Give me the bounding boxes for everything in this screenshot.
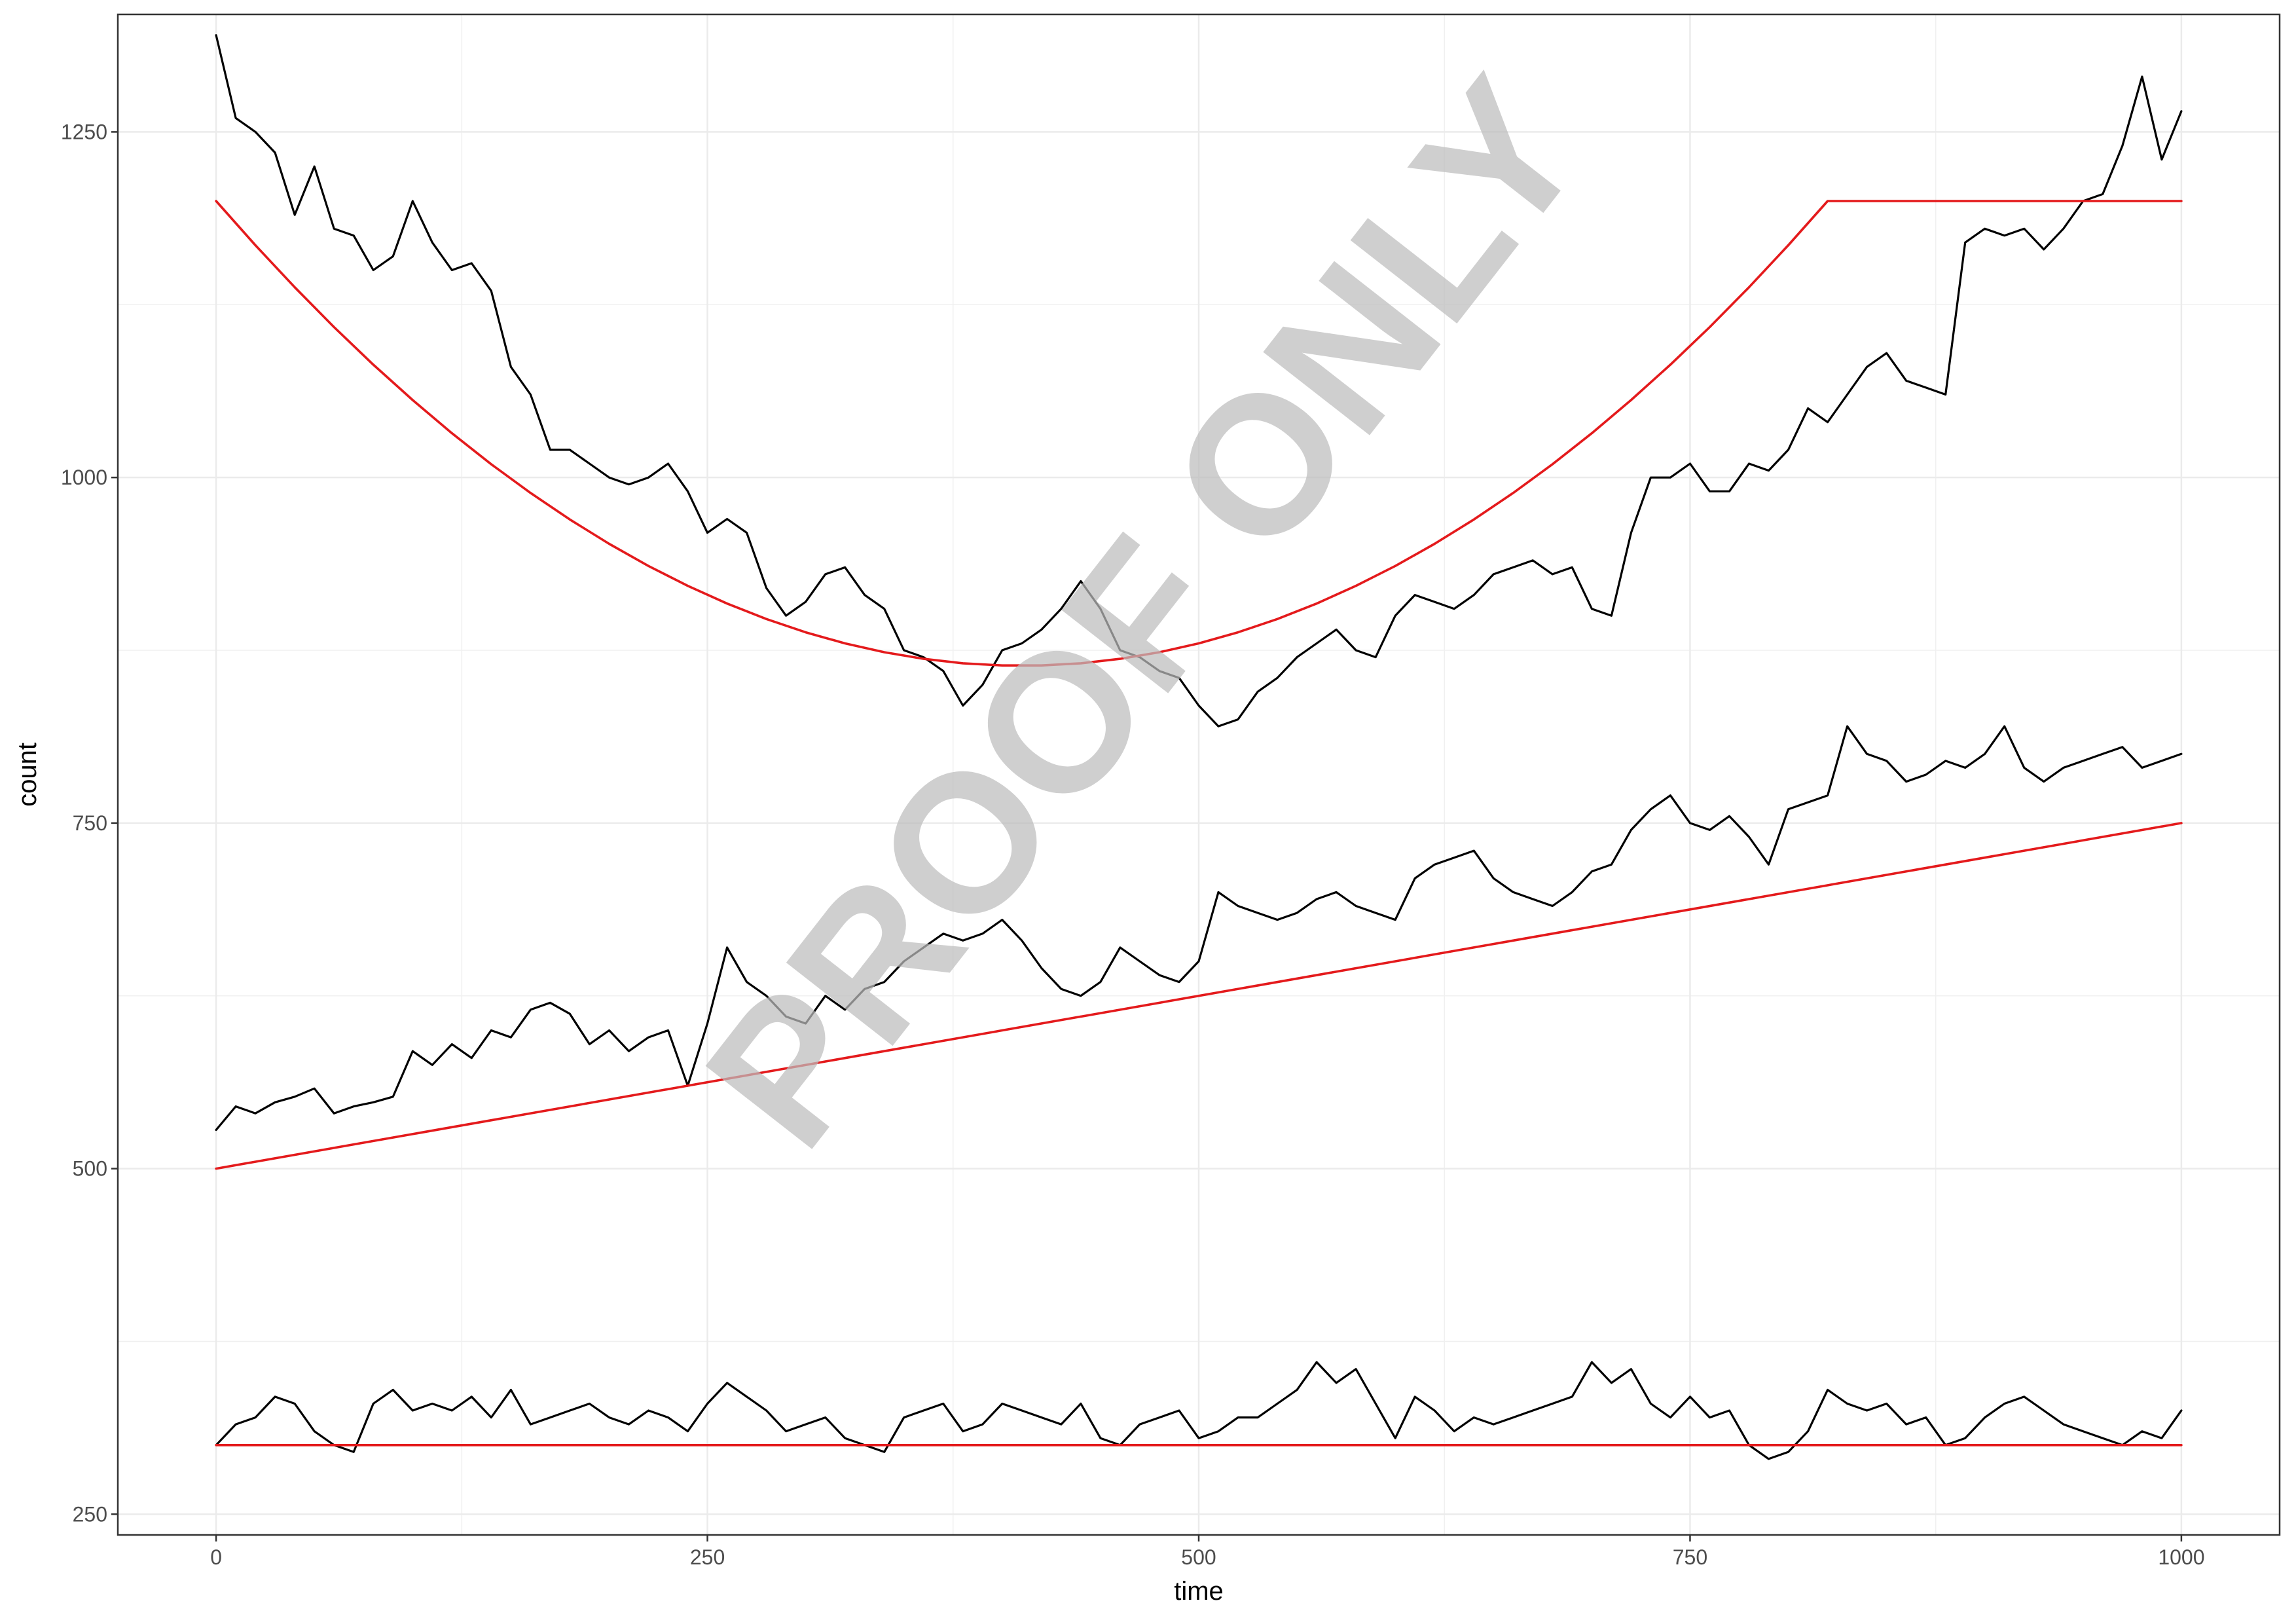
series-line-3 — [215, 1361, 2183, 1460]
series-line-5 — [215, 822, 2183, 1170]
x-tick-label: 1000 — [2158, 1545, 2204, 1569]
grid-major — [118, 14, 2280, 1535]
x-axis-title: time — [1174, 1577, 1224, 1606]
x-axis-ticks: 0 250 500 750 1000 — [210, 1535, 2205, 1569]
y-tick-label: 1000 — [61, 466, 107, 489]
series-line-2 — [215, 725, 2183, 1132]
x-tick-label: 500 — [1181, 1545, 1216, 1569]
y-axis-ticks: 250 500 750 1000 1250 — [61, 120, 118, 1526]
y-tick-label: 250 — [73, 1502, 107, 1526]
x-tick-label: 0 — [210, 1545, 222, 1569]
y-tick-label: 1250 — [61, 120, 107, 143]
x-tick-label: 750 — [1673, 1545, 1707, 1569]
y-tick-label: 750 — [73, 811, 107, 835]
series-layer — [215, 34, 2183, 1460]
series-line-4 — [215, 200, 2183, 667]
y-axis-title: count — [13, 743, 42, 807]
y-tick-label: 500 — [73, 1157, 107, 1181]
series-line-1 — [215, 34, 2183, 728]
x-tick-label: 250 — [690, 1545, 725, 1569]
